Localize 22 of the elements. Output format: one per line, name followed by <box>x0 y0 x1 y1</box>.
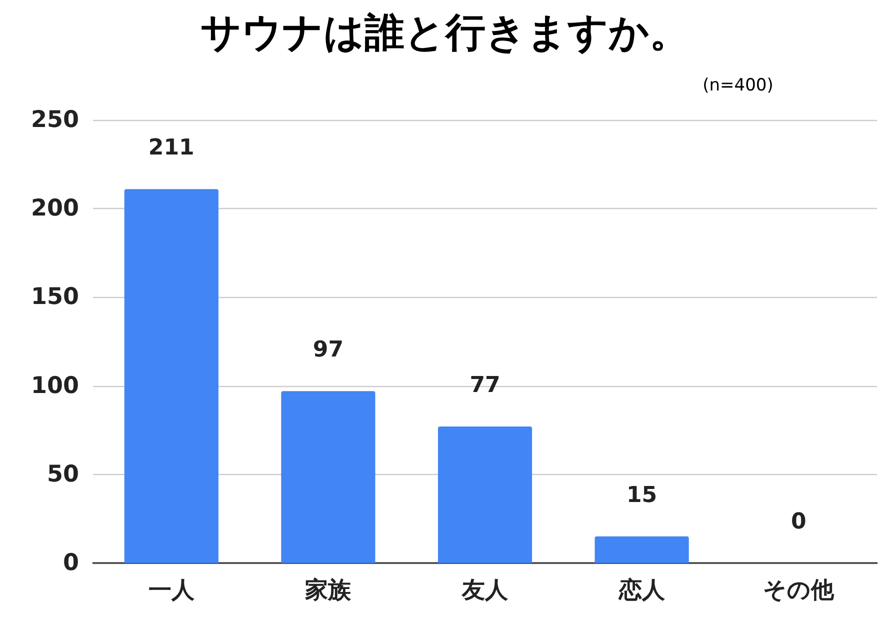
y-tick-label: 200 <box>30 196 79 222</box>
x-tick-label: 友人 <box>461 578 509 604</box>
data-label: 77 <box>470 373 500 398</box>
data-label: 0 <box>790 510 806 534</box>
data-label: 97 <box>312 338 344 363</box>
y-tick-label: 150 <box>30 284 79 310</box>
x-tick-label: 家族 <box>304 576 352 604</box>
data-label: 211 <box>148 136 194 161</box>
bar <box>124 189 218 563</box>
x-tick-label: その他 <box>763 578 836 604</box>
y-tick-label: 100 <box>30 372 79 399</box>
y-tick-label: 50 <box>46 461 79 488</box>
chart-subtitle: (n=400) <box>702 76 774 96</box>
bar <box>438 426 532 563</box>
bar <box>281 391 376 563</box>
bar <box>594 536 689 563</box>
x-tick-label: 一人 <box>148 578 196 604</box>
x-tick-label: 恋人 <box>618 576 666 604</box>
chart-title: サウナは誰と行きますか。 <box>200 10 690 56</box>
y-tick-label: 250 <box>30 107 79 133</box>
data-label: 15 <box>626 482 658 508</box>
y-tick-label: 0 <box>62 550 79 576</box>
